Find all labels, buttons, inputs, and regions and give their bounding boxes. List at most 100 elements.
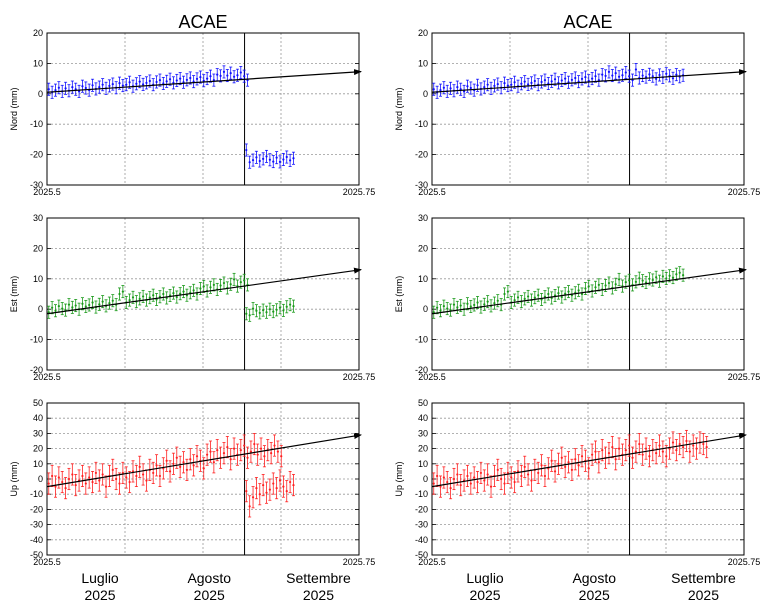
y-tick-label: 20 (33, 28, 43, 38)
y-tick-label: -50 (415, 550, 428, 560)
y-tick-label: 20 (418, 444, 428, 454)
data-point (179, 292, 182, 295)
data-point (278, 479, 282, 482)
data-point (259, 447, 263, 450)
data-point (232, 278, 236, 281)
data-point (245, 490, 248, 493)
data-point (439, 309, 442, 312)
trend-line (46, 267, 362, 315)
data-point (644, 281, 648, 284)
data-point (624, 281, 627, 284)
data-point (216, 449, 219, 452)
data-point (212, 283, 215, 286)
data-point (473, 476, 476, 479)
y-tick-label: -20 (415, 365, 428, 375)
data-point (125, 83, 128, 86)
data-point (47, 88, 50, 91)
data-point (182, 461, 185, 464)
data-point (594, 450, 597, 453)
data-point (115, 477, 118, 481)
data-point (125, 476, 128, 479)
data-point (152, 471, 155, 475)
y-tick-label: -50 (30, 550, 43, 560)
data-point (118, 82, 121, 85)
data-point (591, 77, 594, 80)
data-point (226, 74, 229, 77)
trend-line (46, 69, 362, 93)
data-point (141, 295, 145, 298)
data-point (476, 84, 479, 87)
month-label: Luglio (81, 570, 119, 586)
data-point (47, 482, 50, 485)
trend-line (431, 433, 747, 488)
data-point (192, 464, 195, 467)
data-point (292, 157, 295, 160)
year-label: 2025 (688, 587, 719, 603)
data-point (179, 77, 182, 80)
data-point (248, 505, 251, 508)
data-point (641, 74, 644, 77)
y-tick-label: 20 (418, 28, 428, 38)
data-point (449, 87, 452, 90)
data-point (584, 75, 587, 79)
data-point (289, 480, 292, 484)
y-tick-label: -10 (415, 335, 428, 345)
y-tick-label: -20 (30, 365, 43, 375)
data-point (628, 279, 631, 282)
y-tick-label: -10 (415, 489, 428, 499)
data-point (71, 473, 74, 476)
data-point (496, 468, 499, 471)
data-point (168, 78, 172, 81)
data-point (553, 470, 557, 473)
data-point (577, 289, 580, 292)
data-point (248, 314, 251, 317)
y-tick-label: 40 (418, 413, 428, 423)
year-label: 2025 (579, 587, 610, 603)
data-point (436, 306, 439, 309)
data-point (473, 303, 476, 307)
data-point (81, 85, 84, 88)
y-tick-label: -10 (415, 119, 428, 129)
data-point (678, 442, 681, 446)
y-axis-label: Up (mm) (9, 462, 19, 497)
data-point (462, 90, 466, 93)
data-point (601, 449, 604, 452)
data-point (681, 445, 685, 449)
data-point (496, 299, 499, 302)
data-point (520, 474, 523, 478)
data-point (577, 464, 580, 467)
year-label: 2025 (303, 587, 334, 603)
x-tick-label: 2025.75 (728, 372, 761, 382)
data-point (141, 473, 145, 476)
data-point (202, 79, 205, 82)
data-point (212, 461, 215, 464)
data-point (570, 468, 574, 471)
y-axis-label: Est (mm) (394, 276, 404, 313)
data-point (268, 488, 271, 491)
data-point (641, 279, 644, 282)
data-point (243, 279, 246, 282)
data-point (550, 80, 553, 83)
data-point (81, 474, 84, 478)
data-point (641, 453, 644, 456)
data-point (226, 445, 229, 449)
year-label: 2025 (84, 587, 115, 603)
data-point (547, 292, 550, 296)
data-point (564, 465, 567, 468)
data-point (533, 79, 536, 83)
data-point (61, 307, 64, 310)
data-point (557, 291, 560, 295)
data-point (245, 148, 248, 152)
data-point (165, 459, 168, 462)
data-point (54, 485, 57, 488)
x-tick-label: 2025.5 (33, 187, 61, 197)
y-tick-label: -20 (415, 150, 428, 160)
data-point (74, 304, 77, 307)
data-point (202, 467, 205, 470)
data-point (442, 305, 445, 308)
data-point (597, 461, 600, 464)
data-point (232, 447, 236, 450)
